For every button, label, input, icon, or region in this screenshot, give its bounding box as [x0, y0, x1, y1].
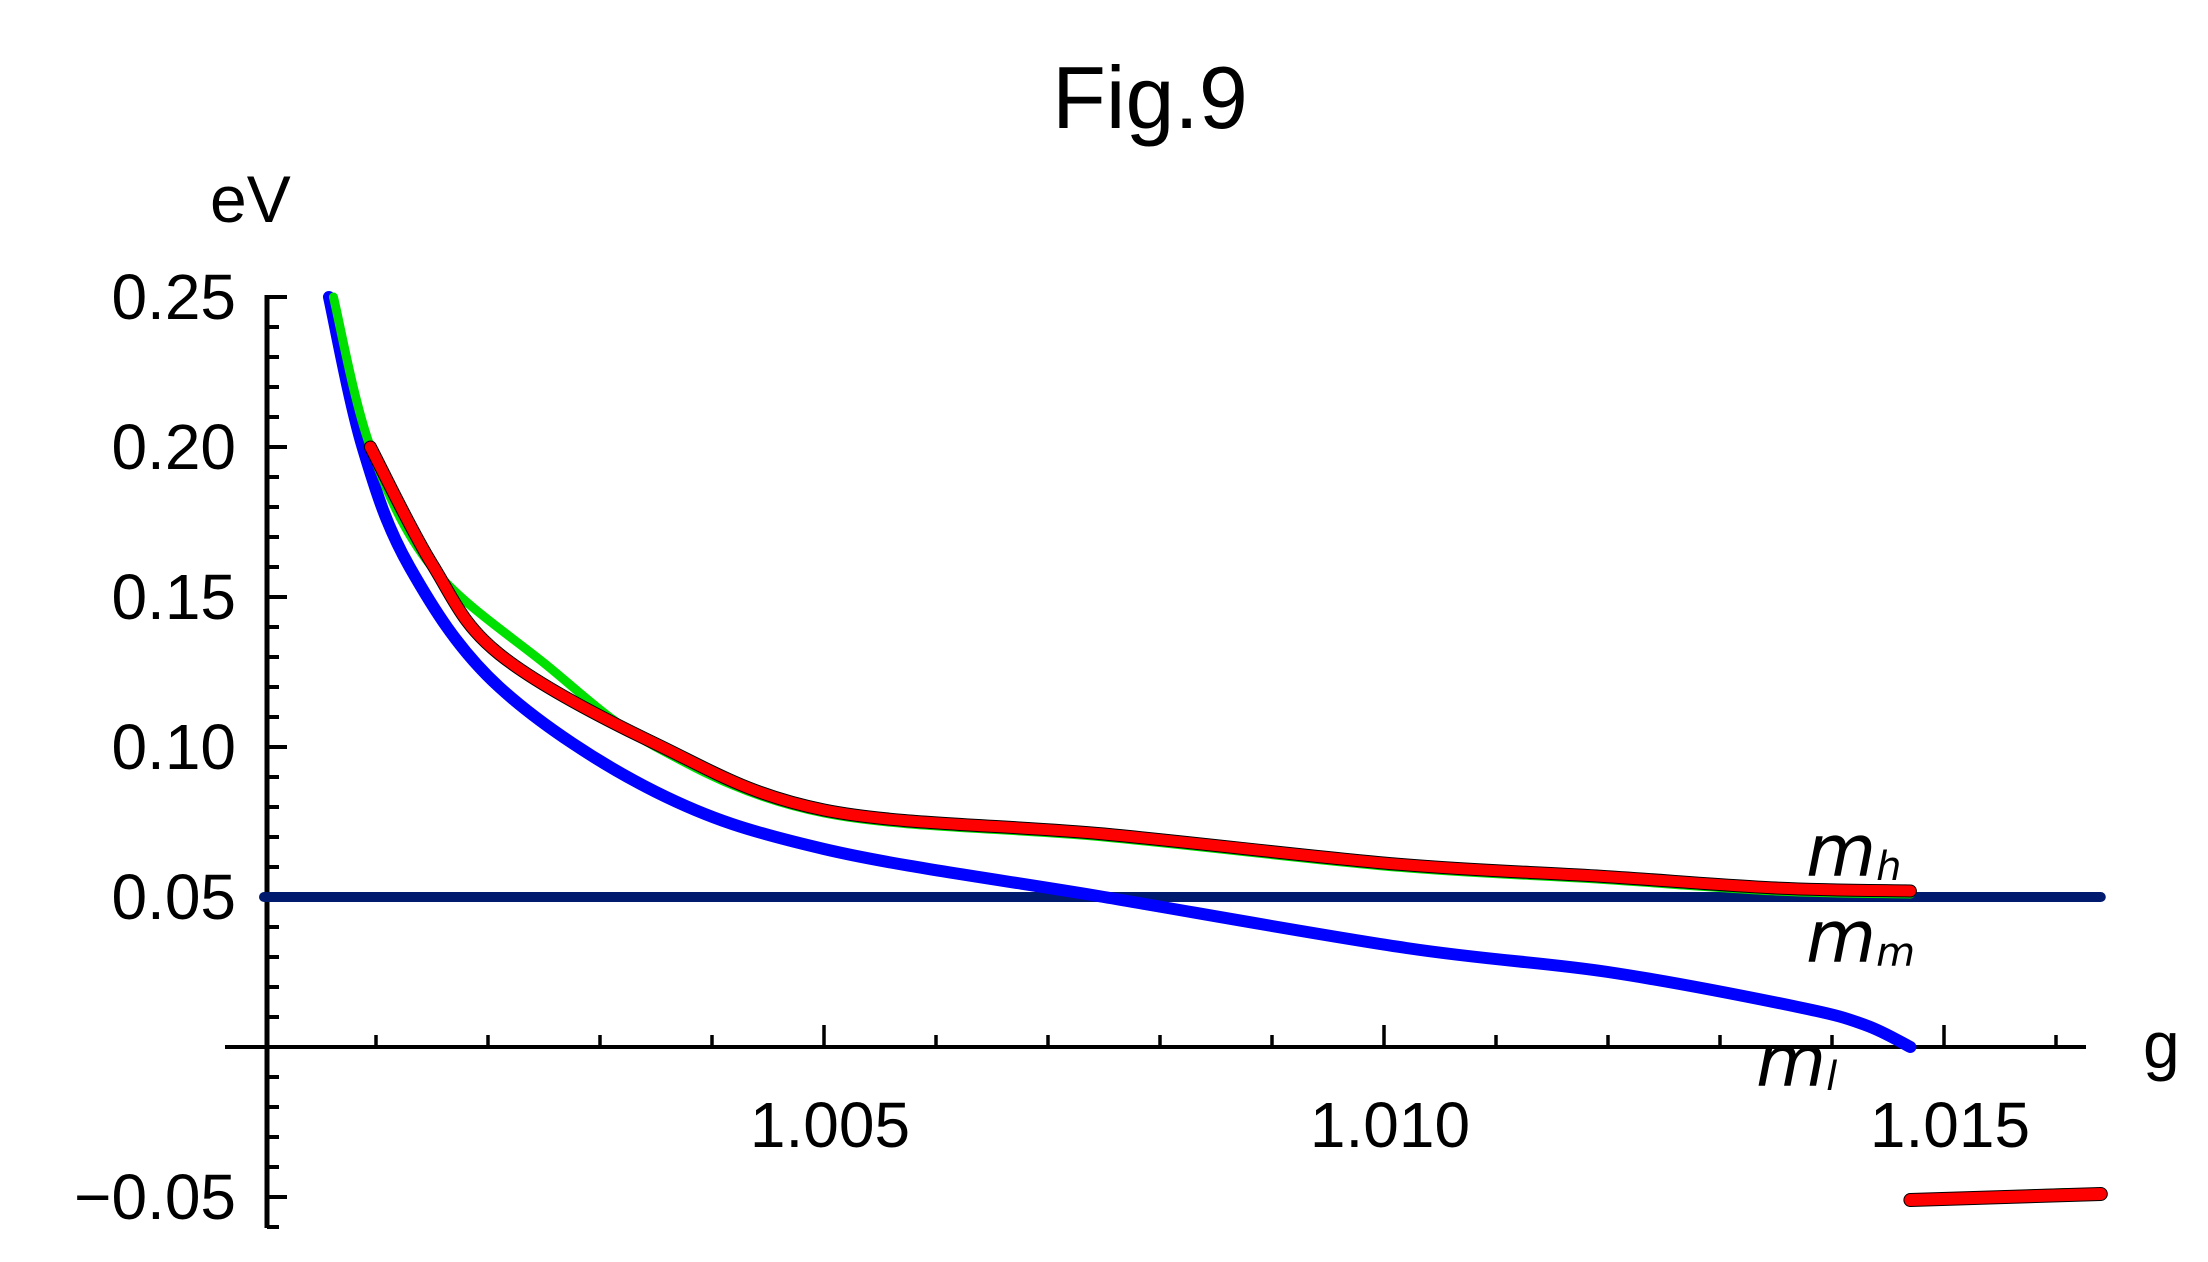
y-tick-labels: 0.25 0.20 0.15 0.10 0.05 −0.05: [74, 261, 236, 1233]
y-tick-label: 0.15: [111, 561, 236, 633]
y-tick-label: −0.05: [74, 1161, 236, 1233]
label-m-l: ml: [1756, 1019, 1837, 1103]
label-m-m: mm: [1806, 895, 1915, 979]
y-tick-label: 0.20: [111, 411, 236, 483]
curves: [259, 291, 2108, 1207]
curve-m-l-blue: [322, 291, 1917, 1053]
chart-title: Fig.9: [1052, 48, 1248, 147]
label-m-h: mh: [1806, 809, 1902, 893]
curve-negative-red: [1904, 1188, 2107, 1206]
y-tick-label: 0.10: [111, 711, 236, 783]
y-tick-label: 0.25: [111, 261, 236, 333]
curve-m-h-green: [328, 292, 1915, 899]
x-tick-label: 1.005: [750, 1089, 910, 1161]
y-tick-label: 0.05: [111, 861, 236, 933]
x-tick-labels: 1.005 1.010 1.015: [750, 1089, 2030, 1161]
x-tick-label: 1.015: [1870, 1089, 2030, 1161]
y-axis-label: eV: [210, 162, 291, 236]
curve-m-h-red: [364, 441, 1916, 897]
x-tick-label: 1.010: [1310, 1089, 1470, 1161]
x-axis-label: g: [2143, 1008, 2180, 1082]
curve-m-h-red-outline: [363, 440, 1917, 898]
